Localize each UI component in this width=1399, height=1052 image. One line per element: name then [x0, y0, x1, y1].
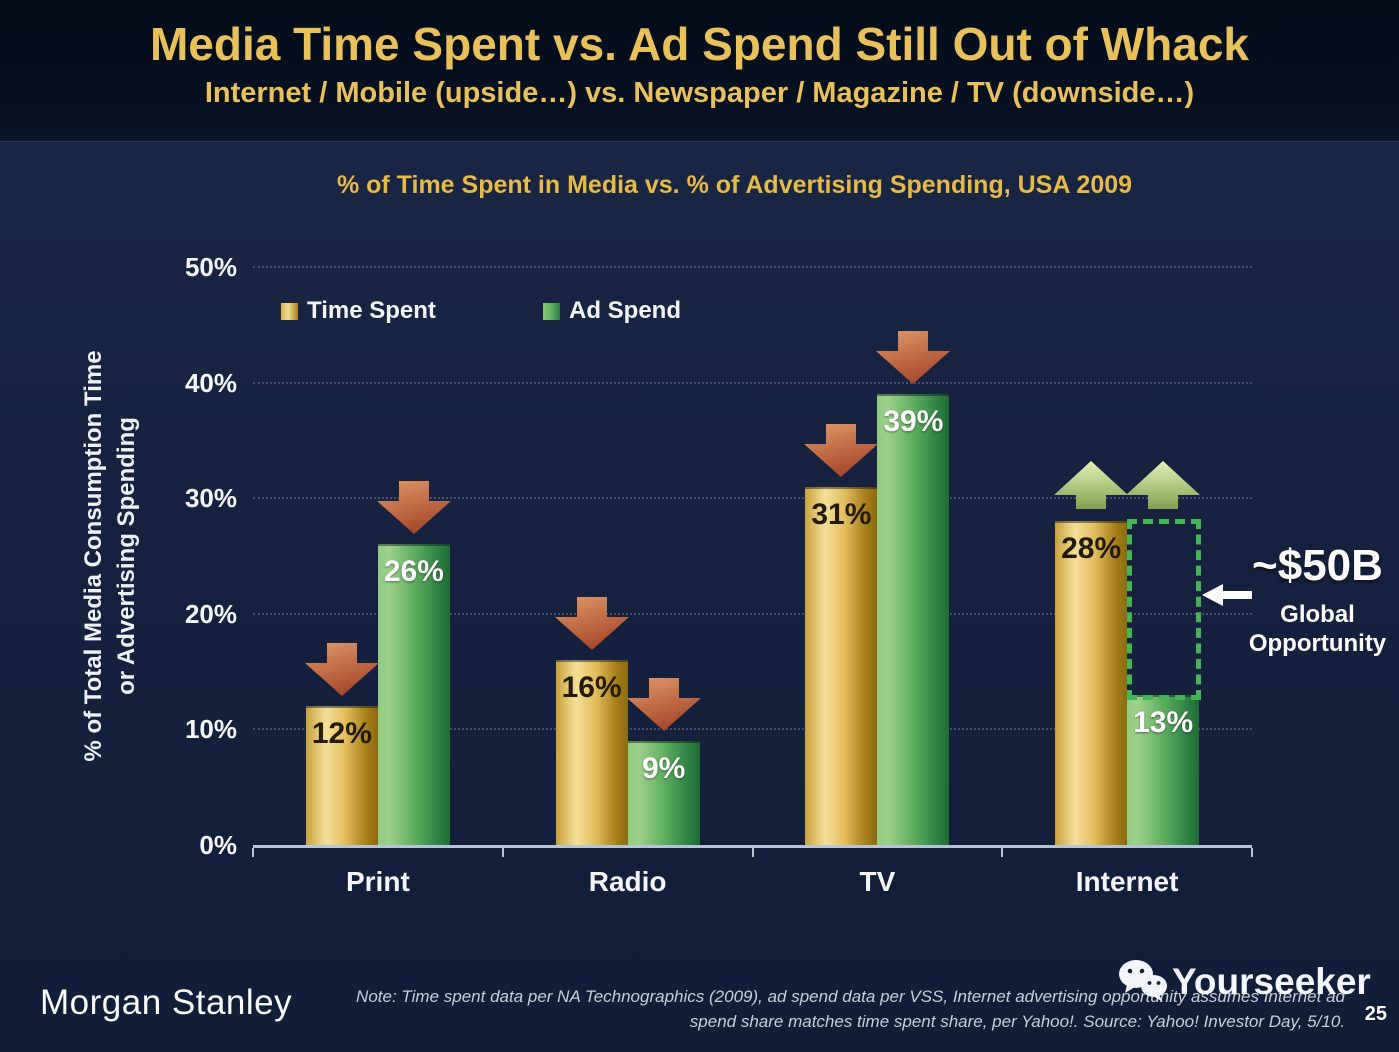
y-axis-tick-label: 40%	[184, 367, 237, 398]
slide-subtitle: Internet / Mobile (upside…) vs. Newspape…	[204, 77, 1195, 109]
legend-swatch-time-spent	[281, 302, 298, 320]
legend-item-ad-spend: Ad Spend	[543, 297, 681, 325]
x-axis-tick	[501, 848, 504, 857]
bar-value-label: 16%	[561, 671, 622, 705]
trend-down-arrow-icon	[554, 597, 630, 656]
annotation-left-arrow-icon	[1202, 584, 1252, 606]
legend-label-time-spent: Time Spent	[307, 297, 436, 324]
y-axis-tick-label: 20%	[184, 598, 237, 629]
watermark: Yourseeker	[1116, 958, 1371, 1006]
bar-value-label: 9%	[641, 751, 686, 785]
wechat-icon	[1119, 960, 1167, 1002]
opportunity-value: ~$50B	[1252, 541, 1383, 590]
x-axis-tick	[751, 848, 754, 857]
bar-value-label: 13%	[1133, 705, 1194, 739]
category-label: TV	[859, 866, 896, 897]
opportunity-label-line1: Global	[1280, 601, 1355, 628]
chart-title: % of Time Spent in Media vs. % of Advert…	[336, 171, 1133, 199]
bar-ad-spend-radio: 9%	[627, 740, 700, 845]
x-axis-line	[253, 845, 1252, 848]
bar-ad-spend-print: 26%	[377, 544, 450, 845]
legend-swatch-ad-spend	[543, 302, 560, 320]
bar-time-spent-radio: 16%	[555, 660, 628, 845]
watermark-text: Yourseeker	[1172, 961, 1371, 1002]
bar-value-label: 26%	[383, 555, 444, 589]
page-number: 25	[1364, 1003, 1387, 1025]
y-axis-tick-label: 0%	[199, 830, 237, 860]
legend-item-time-spent: Time Spent	[281, 297, 436, 325]
opportunity-gap-box	[1127, 519, 1202, 700]
y-axis-tick-label: 50%	[184, 252, 237, 282]
x-axis-tick	[252, 848, 254, 857]
y-axis-tick-label: 10%	[184, 714, 237, 745]
legend-label-ad-spend: Ad Spend	[569, 297, 681, 324]
gridline	[253, 497, 1252, 500]
bar-time-spent-print: 12%	[305, 706, 378, 845]
bar-value-label: 39%	[883, 405, 944, 439]
gridline	[253, 612, 1252, 615]
trend-down-arrow-icon	[803, 423, 879, 483]
source-note-line2: spend share matches time spent share, pe…	[689, 1012, 1345, 1031]
category-label: Radio	[588, 866, 667, 897]
trend-down-arrow-icon	[626, 677, 702, 737]
morgan-stanley-logo: Morgan Stanley	[40, 983, 293, 1022]
category-label: Internet	[1075, 866, 1179, 897]
gridline	[253, 266, 1252, 268]
opportunity-label-line2: Opportunity	[1248, 630, 1387, 657]
bar-time-spent-internet: 28%	[1055, 521, 1128, 845]
slide-title: Media Time Spent vs. Ad Spend Still Out …	[149, 18, 1250, 70]
bar-value-label: 28%	[1061, 532, 1122, 566]
trend-down-arrow-icon	[376, 481, 452, 540]
category-label: Print	[345, 866, 410, 897]
bar-ad-spend-internet: 13%	[1127, 694, 1200, 845]
trend-down-arrow-icon	[875, 331, 951, 390]
bar-time-spent-tv: 31%	[805, 486, 878, 845]
y-axis-tick-label: 30%	[184, 483, 237, 514]
bar-value-label: 12%	[311, 717, 372, 751]
trend-up-arrow-icon	[1125, 460, 1201, 515]
slide-header: Media Time Spent vs. Ad Spend Still Out …	[0, 0, 1399, 142]
source-note: Note: Time spent data per NA Technograph…	[285, 984, 1345, 1034]
x-axis-tick	[1251, 848, 1253, 857]
trend-up-arrow-icon	[1053, 460, 1129, 515]
gridline	[253, 728, 1252, 731]
bar-ad-spend-tv: 39%	[877, 394, 950, 845]
x-axis-tick	[1001, 848, 1004, 857]
gridline	[253, 381, 1252, 384]
opportunity-annotation: ~$50B Global Opportunity	[1240, 541, 1395, 658]
source-note-line1: Note: Time spent data per NA Technograph…	[356, 987, 1345, 1006]
trend-down-arrow-icon	[304, 643, 380, 702]
bar-value-label: 31%	[811, 497, 872, 531]
